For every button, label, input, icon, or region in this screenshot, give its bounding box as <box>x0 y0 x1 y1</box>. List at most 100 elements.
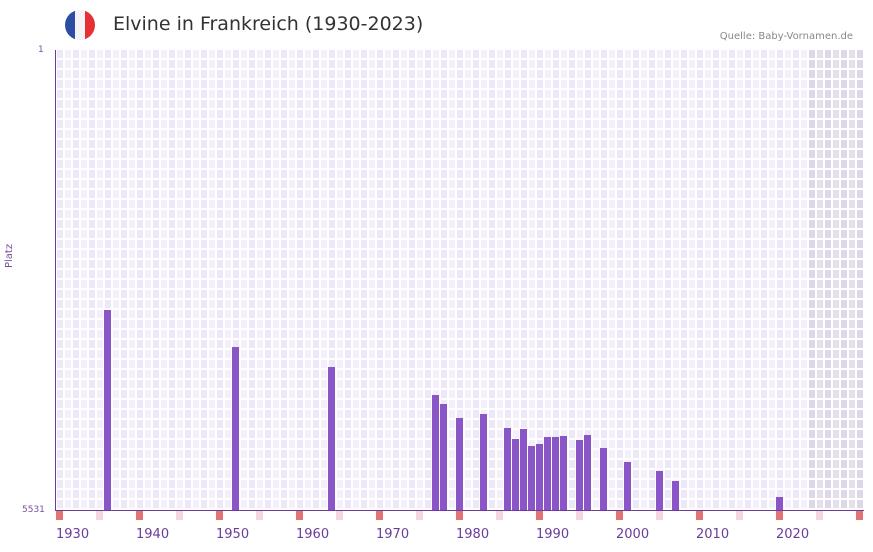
grid-column <box>657 50 663 510</box>
decade-marker <box>616 511 623 520</box>
bar-1964[interactable] <box>328 367 335 510</box>
bar-1991[interactable] <box>544 436 551 510</box>
bar-1978[interactable] <box>440 403 447 510</box>
grid-column <box>337 50 343 510</box>
decade-marker <box>136 511 143 520</box>
grid-column <box>625 50 631 510</box>
half-decade-marker <box>96 511 103 520</box>
y-tick-top: 1 <box>38 45 44 55</box>
bar-1995[interactable] <box>576 439 583 510</box>
grid-column <box>849 50 855 510</box>
decade-marker <box>296 511 303 520</box>
grid-column <box>273 50 279 510</box>
grid-column <box>697 50 703 510</box>
grid-column <box>329 50 335 510</box>
x-tick-label: 1950 <box>216 527 250 542</box>
grid-column <box>321 50 327 510</box>
grid-column <box>305 50 311 510</box>
bar-1996[interactable] <box>584 434 591 510</box>
grid-column <box>201 50 207 510</box>
half-decade-marker <box>336 511 343 520</box>
grid-column <box>417 50 423 510</box>
grid-column <box>129 50 135 510</box>
bar-2020[interactable] <box>776 496 783 510</box>
half-decade-marker <box>496 511 503 520</box>
bar-2007[interactable] <box>672 480 679 510</box>
x-tick-label: 2010 <box>696 527 730 542</box>
grid-column <box>57 50 63 510</box>
bar-1987[interactable] <box>512 438 519 510</box>
grid-column <box>761 50 767 510</box>
grid-column <box>465 50 471 510</box>
grid-column <box>705 50 711 510</box>
grid-column <box>825 50 831 510</box>
decade-marker <box>696 511 703 520</box>
grid-column <box>169 50 175 510</box>
grid-column <box>481 50 487 510</box>
decade-marker <box>376 511 383 520</box>
grid-column <box>649 50 655 510</box>
half-decade-marker <box>656 511 663 520</box>
grid-column <box>753 50 759 510</box>
bar-1990[interactable] <box>536 443 543 510</box>
grid-column <box>105 50 111 510</box>
bar-1977[interactable] <box>432 394 439 510</box>
grid-column <box>89 50 95 510</box>
grid-column <box>161 50 167 510</box>
grid-column <box>121 50 127 510</box>
bar-1989[interactable] <box>528 445 535 510</box>
grid-column <box>369 50 375 510</box>
plot-area <box>56 50 864 510</box>
bar-2005[interactable] <box>656 470 663 510</box>
grid-column <box>673 50 679 510</box>
x-tick-label: 1940 <box>136 527 170 542</box>
bar-1983[interactable] <box>480 413 487 510</box>
grid-column <box>793 50 799 510</box>
decade-marker <box>856 511 863 520</box>
chart-title: Elvine in Frankreich (1930-2023) <box>113 13 424 35</box>
grid-column <box>313 50 319 510</box>
grid-column <box>721 50 727 510</box>
grid-column <box>289 50 295 510</box>
grid-column <box>233 50 239 510</box>
grid-column <box>225 50 231 510</box>
x-tick-label: 1990 <box>536 527 570 542</box>
grid-column <box>641 50 647 510</box>
grid-column <box>185 50 191 510</box>
bar-1980[interactable] <box>456 418 463 510</box>
grid-column <box>505 50 511 510</box>
bar-2001[interactable] <box>624 461 631 510</box>
grid-column <box>841 50 847 510</box>
grid-column <box>769 50 775 510</box>
grid-column <box>409 50 415 510</box>
grid-column <box>745 50 751 510</box>
grid-column <box>633 50 639 510</box>
grid-column <box>737 50 743 510</box>
grid-column <box>73 50 79 510</box>
y-axis-label: Platz <box>4 243 15 268</box>
bar-1998[interactable] <box>600 447 607 510</box>
half-decade-marker <box>416 511 423 520</box>
decade-marker <box>216 511 223 520</box>
grid-column <box>569 50 575 510</box>
flag-blue <box>65 10 75 40</box>
grid-column <box>561 50 567 510</box>
grid-column <box>209 50 215 510</box>
grid-column <box>113 50 119 510</box>
grid-column <box>377 50 383 510</box>
bar-1986[interactable] <box>504 427 511 510</box>
bar-1952[interactable] <box>232 347 239 510</box>
grid-column <box>577 50 583 510</box>
bar-1936[interactable] <box>104 310 111 510</box>
decade-marker <box>56 511 63 520</box>
y-tick-bottom: 5531 <box>22 505 45 515</box>
grid-column <box>681 50 687 510</box>
grid-column <box>297 50 303 510</box>
bar-1988[interactable] <box>520 428 527 510</box>
grid-column <box>249 50 255 510</box>
grid-column <box>401 50 407 510</box>
grid-column <box>729 50 735 510</box>
bar-1993[interactable] <box>560 435 567 510</box>
x-tick-label: 1930 <box>56 527 90 542</box>
bar-1992[interactable] <box>552 436 559 510</box>
